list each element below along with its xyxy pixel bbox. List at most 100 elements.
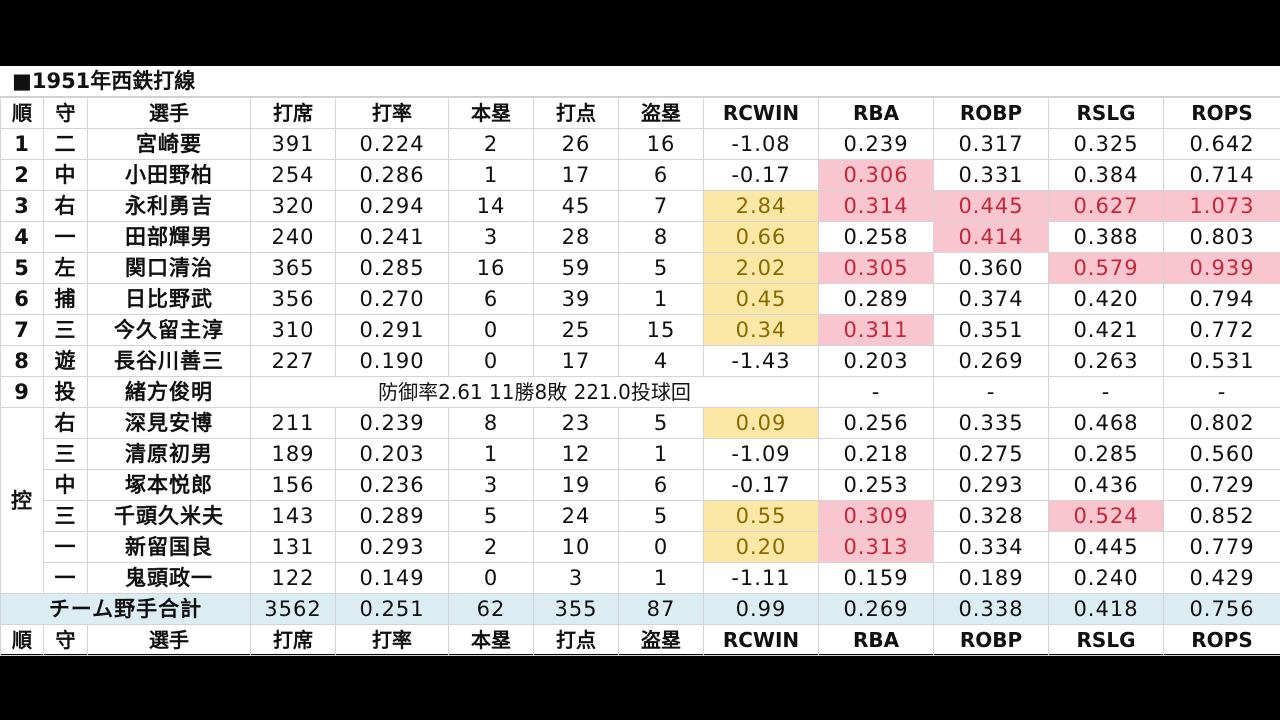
col-header: 選手 [87,97,251,129]
stat-sb: 5 [618,252,704,284]
position: 三 [43,500,88,532]
stat-rops: 0.852 [1163,500,1280,532]
col-header: RSLG [1048,624,1164,656]
total-rops: 0.756 [1163,593,1280,625]
stat-robp: 0.360 [933,252,1049,284]
col-header: RCWIN [703,624,819,656]
stat-robp: 0.269 [933,345,1049,377]
table-row: 一新留国良 131 0.293 2 10 0 0.20 0.313 0.334 0.445 0.77… [1,531,1280,563]
col-header: 選手 [87,624,251,656]
stat-avg: 0.291 [335,314,449,346]
stat-rcwin: 0.34 [703,314,819,346]
table-row: 一鬼頭政一 122 0.149 0 3 1 -1.11 0.159 0.189 0.240 0.42… [1,562,1280,594]
stat-avg: 0.236 [335,469,449,501]
stat-robp: 0.351 [933,314,1049,346]
stat-rslg: 0.445 [1048,531,1164,563]
col-header: RCWIN [703,97,819,129]
position: 左 [43,252,88,284]
stat-rslg: 0.524 [1048,500,1164,532]
player-name: 宮崎要 [87,128,251,160]
stat-rslg: 0.325 [1048,128,1164,160]
table-row: 9 投緒方俊明 防御率2.61 11勝8敗 221.0投球回 - - - - [0,376,1280,408]
stat-rba: 0.253 [818,469,934,501]
col-header: 打率 [335,97,449,129]
stat-pa: 356 [250,283,336,315]
stat-robp: 0.328 [933,500,1049,532]
stat-rslg: 0.285 [1048,438,1164,470]
stat-rba: 0.305 [818,252,934,284]
position: 右 [43,190,88,222]
stat-rcwin: 2.84 [703,190,819,222]
total-rcwin: 0.99 [703,593,819,625]
total-hr: 62 [448,593,534,625]
stat-rcwin: -0.17 [703,469,819,501]
stat-rcwin: 0.09 [703,407,819,439]
player-name: 永利勇吉 [87,190,251,222]
stat-rops: 0.531 [1163,345,1280,377]
stat-rcwin: -0.17 [703,159,819,191]
stat-pa: 156 [250,469,336,501]
stat-rcwin: 0.20 [703,531,819,563]
col-header: ROPS [1163,97,1280,129]
stat-pa: 310 [250,314,336,346]
stat-rslg: 0.579 [1048,252,1164,284]
player-name: 田部輝男 [87,221,251,253]
col-header: 打席 [250,624,336,656]
position: 三 [43,438,88,470]
player-name: 千頭久米夫 [87,500,251,532]
stat-rslg: 0.420 [1048,283,1164,315]
col-header: ROBP [933,624,1049,656]
batting-order: 8 [0,345,44,377]
stat-rops: 0.802 [1163,407,1280,439]
position: 一 [43,562,88,594]
total-rba: 0.269 [818,593,934,625]
stat-rba: 0.289 [818,283,934,315]
stat-rops: 0.429 [1163,562,1280,594]
stat-rba: - [818,376,934,408]
stat-rslg: 0.388 [1048,221,1164,253]
stat-robp: 0.275 [933,438,1049,470]
stat-rbi: 19 [533,469,619,501]
stat-rbi: 17 [533,345,619,377]
stat-rbi: 17 [533,159,619,191]
stat-sb: 0 [618,531,704,563]
stat-rslg: 0.240 [1048,562,1164,594]
stat-rops: 0.642 [1163,128,1280,160]
player-name: 小田野柏 [87,159,251,191]
stat-rslg: 0.263 [1048,345,1164,377]
stat-hr: 6 [448,283,534,315]
position: 三 [43,314,88,346]
stat-rops: 0.714 [1163,159,1280,191]
stat-rbi: 59 [533,252,619,284]
col-header: 盗塁 [618,624,704,656]
position: 右 [43,407,88,439]
position: 投 [43,376,88,408]
stat-avg: 0.289 [335,500,449,532]
stat-rops: 0.729 [1163,469,1280,501]
stat-avg: 0.294 [335,190,449,222]
stat-sb: 5 [618,500,704,532]
col-header: 打点 [533,97,619,129]
stat-rba: 0.258 [818,221,934,253]
stat-rslg: 0.384 [1048,159,1164,191]
stat-robp: 0.293 [933,469,1049,501]
stat-sb: 8 [618,221,704,253]
table-row: 5 左関口清治 365 0.285 16 59 5 2.02 0.305 0.360 0.579 0.… [0,252,1280,284]
total-sb: 87 [618,593,704,625]
stat-avg: 0.190 [335,345,449,377]
stat-rcwin: 2.02 [703,252,819,284]
stat-avg: 0.203 [335,438,449,470]
batting-order: 3 [0,190,44,222]
stat-pa: 131 [250,531,336,563]
player-name: 緒方俊明 [87,376,251,408]
stat-robp: 0.414 [933,221,1049,253]
stat-rba: 0.203 [818,345,934,377]
col-header: 守 [43,624,88,656]
stat-rslg: 0.627 [1048,190,1164,222]
stat-rbi: 25 [533,314,619,346]
player-name: 清原初男 [87,438,251,470]
stat-rcwin: -1.11 [703,562,819,594]
stat-hr: 0 [448,562,534,594]
stat-hr: 1 [448,159,534,191]
stat-robp: 0.334 [933,531,1049,563]
